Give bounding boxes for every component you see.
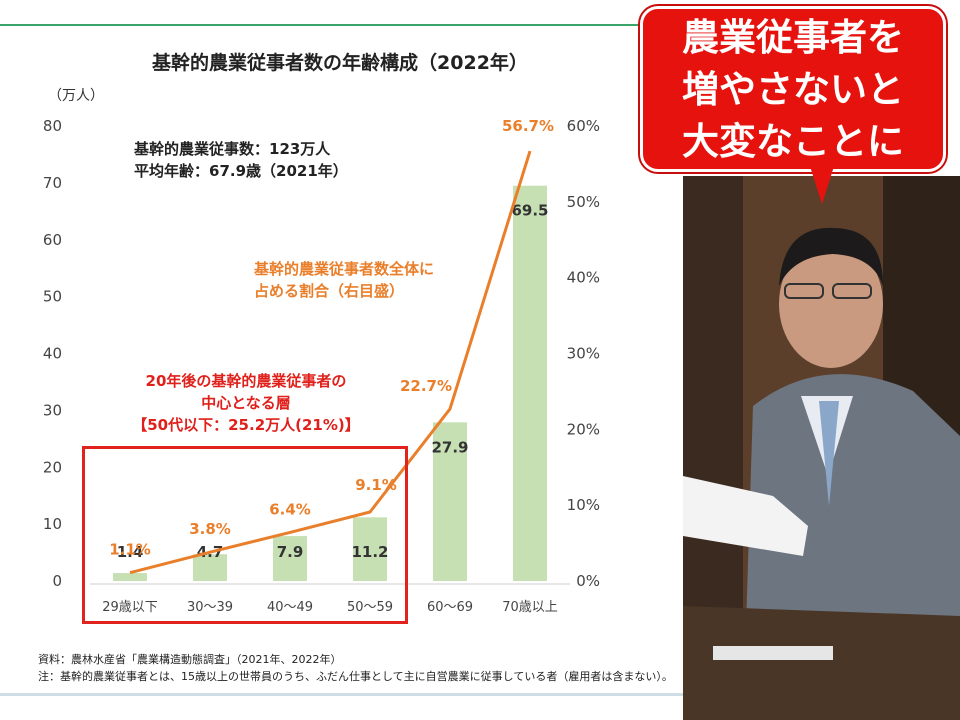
bubble-line1: 農業従事者を: [682, 16, 904, 59]
line-value-label: 1.1%: [109, 541, 151, 559]
highlight-annotation: 20年後の基幹的農業従事者の 中心となる層 【50代以下：25.2万人(21%)…: [96, 370, 396, 436]
y-left-tick-label: 40: [43, 345, 62, 363]
line-annotation-line1: 基幹的農業従事者数全体に: [254, 260, 435, 278]
highlight-line2: 中心となる層: [201, 394, 291, 412]
y-right-tick-label: 10%: [567, 496, 600, 514]
x-tick-label: 30～39: [187, 600, 233, 615]
bar-30～39: [193, 554, 227, 581]
bar-70歳以上: [513, 185, 547, 581]
y-left-tick-label: 0: [52, 572, 62, 590]
top-divider: [0, 24, 640, 26]
y-left-tick-label: 70: [43, 174, 62, 192]
bar-value-label: 27.9: [431, 438, 468, 456]
bubble-line2: 増やさないと: [682, 68, 904, 111]
bar-value-label: 1.4: [117, 543, 144, 561]
y-right-tick-label: 0%: [576, 572, 600, 590]
bubble-line3: 大変なことに: [682, 120, 904, 163]
bar-60～69: [433, 422, 467, 581]
speech-bubble-text: 農業従事者を 増やさないと 大変なことに: [648, 12, 938, 168]
y-left-tick-label: 10: [43, 515, 62, 533]
y-right-tick-label: 50%: [567, 193, 600, 211]
bar-40～49: [273, 536, 307, 581]
bar-value-label: 11.2: [351, 543, 388, 561]
line-annotation-line2: 占める割合（右目盛）: [254, 282, 405, 300]
bar-value-label: 69.5: [511, 202, 548, 220]
x-tick-label: 60～69: [427, 600, 473, 615]
highlight-line1: 20年後の基幹的農業従事者の: [145, 372, 347, 390]
age-composition-chart: 0 10 20 30 40 50 60 70 80 0% 10% 20% 30% 40% 50% 60% 1.4…: [43, 117, 600, 615]
y-right-tick-label: 20%: [567, 420, 600, 438]
chart-title: 基幹的農業従事者数の年齢構成（2022年）: [152, 52, 528, 74]
speaker-illustration: [683, 176, 960, 720]
speaker-photo: [683, 176, 960, 720]
definition-note: 注：基幹的農業従事者とは、15歳以上の世帯員のうち、ふだん仕事として主に自営農業…: [38, 670, 673, 683]
y-left-tick-label: 50: [43, 288, 62, 306]
y-right-tick-label: 30%: [567, 345, 600, 363]
highlight-line3: 【50代以下：25.2万人(21%)】: [132, 416, 360, 434]
x-tick-label: 50～59: [347, 600, 393, 615]
share-line: [129, 150, 532, 575]
line-value-label: 6.4%: [269, 500, 311, 518]
speech-bubble: [640, 6, 946, 172]
source-note: 資料：農林水産省「農業構造動態調査」（2021年、2022年）: [38, 653, 342, 666]
bar-29歳以下: [113, 573, 147, 581]
line-value-label: 9.1%: [355, 476, 397, 494]
bottom-divider: [0, 693, 700, 696]
x-tick-label: 29歳以下: [102, 600, 158, 615]
y-left-tick-label: 20: [43, 458, 62, 476]
speech-bubble-tail: [808, 160, 836, 204]
stat-total: 基幹的農業従事数：123万人: [134, 140, 331, 158]
y-left-tick-label: 30: [43, 401, 62, 419]
y-left-tick-label: 60: [43, 231, 62, 249]
y-right-tick-label: 40%: [567, 269, 600, 287]
line-value-label: 56.7%: [502, 117, 554, 135]
y-left-tick-label: 80: [43, 117, 62, 135]
line-series-annotation: 基幹的農業従事者数全体に 占める割合（右目盛）: [254, 258, 494, 302]
line-value-label: 22.7%: [400, 377, 452, 395]
footnotes: 資料：農林水産省「農業構造動態調査」（2021年、2022年） 注：基幹的農業従…: [38, 651, 673, 685]
y-right-tick-label: 60%: [567, 117, 600, 135]
x-tick-label: 70歳以上: [502, 600, 558, 615]
stat-average-age: 平均年齢：67.9歳（2021年）: [134, 162, 348, 180]
y-axis-unit: （万人）: [48, 88, 104, 104]
highlight-box: [82, 446, 408, 624]
x-tick-label: 40～49: [267, 600, 313, 615]
line-value-label: 3.8%: [189, 520, 231, 538]
bar-value-label: 7.9: [277, 543, 304, 561]
summary-stats: 基幹的農業従事数：123万人 平均年齢：67.9歳（2021年）: [134, 138, 348, 182]
bar-50～59: [353, 517, 387, 581]
